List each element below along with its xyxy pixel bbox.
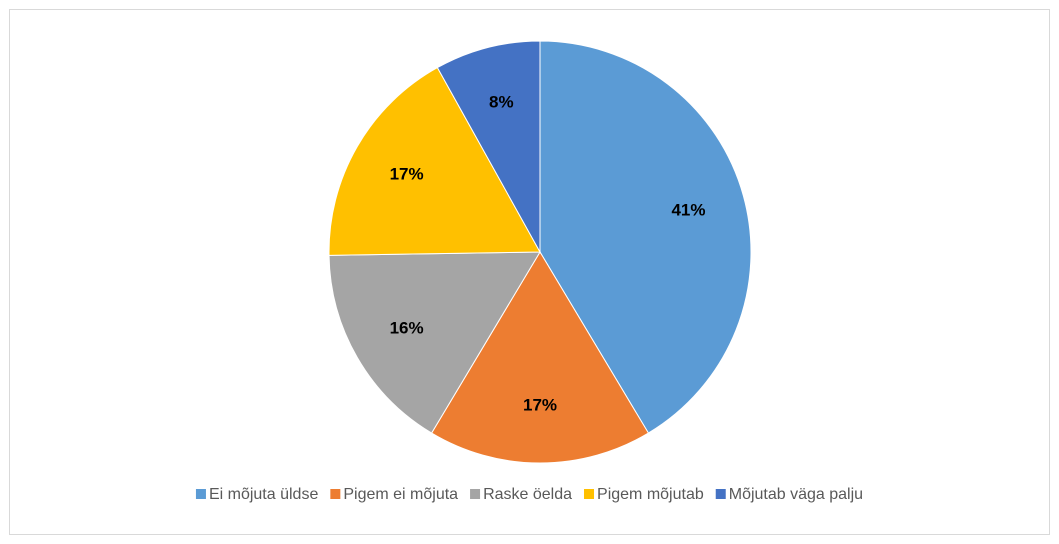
legend-label: Mõjutab väga palju	[729, 486, 863, 503]
pie-slice	[328, 251, 541, 434]
pie-slice	[430, 251, 650, 464]
legend-label: Pigem mõjutab	[597, 486, 704, 503]
legend-swatch	[330, 489, 341, 499]
legend-swatch	[195, 489, 206, 499]
legend-swatch	[715, 489, 726, 499]
pie-slice	[539, 40, 752, 434]
value-label: 41%	[671, 200, 705, 219]
value-label: 8%	[489, 92, 514, 111]
legend-swatch	[584, 489, 595, 499]
legend-label: Pigem ei mõjuta	[343, 486, 458, 503]
pie-slice	[328, 66, 541, 256]
legend-swatch	[470, 489, 481, 499]
value-label: 17%	[523, 396, 557, 415]
value-label: 16%	[390, 318, 424, 337]
value-label: 17%	[390, 164, 424, 183]
pie-slice	[436, 40, 541, 254]
legend-label: Raske öelda	[483, 486, 572, 503]
legend-label: Ei mõjuta üldse	[209, 486, 318, 503]
legend: Ei mõjuta üldse Pigem ei mõjuta Raske öeld…	[195, 486, 863, 503]
